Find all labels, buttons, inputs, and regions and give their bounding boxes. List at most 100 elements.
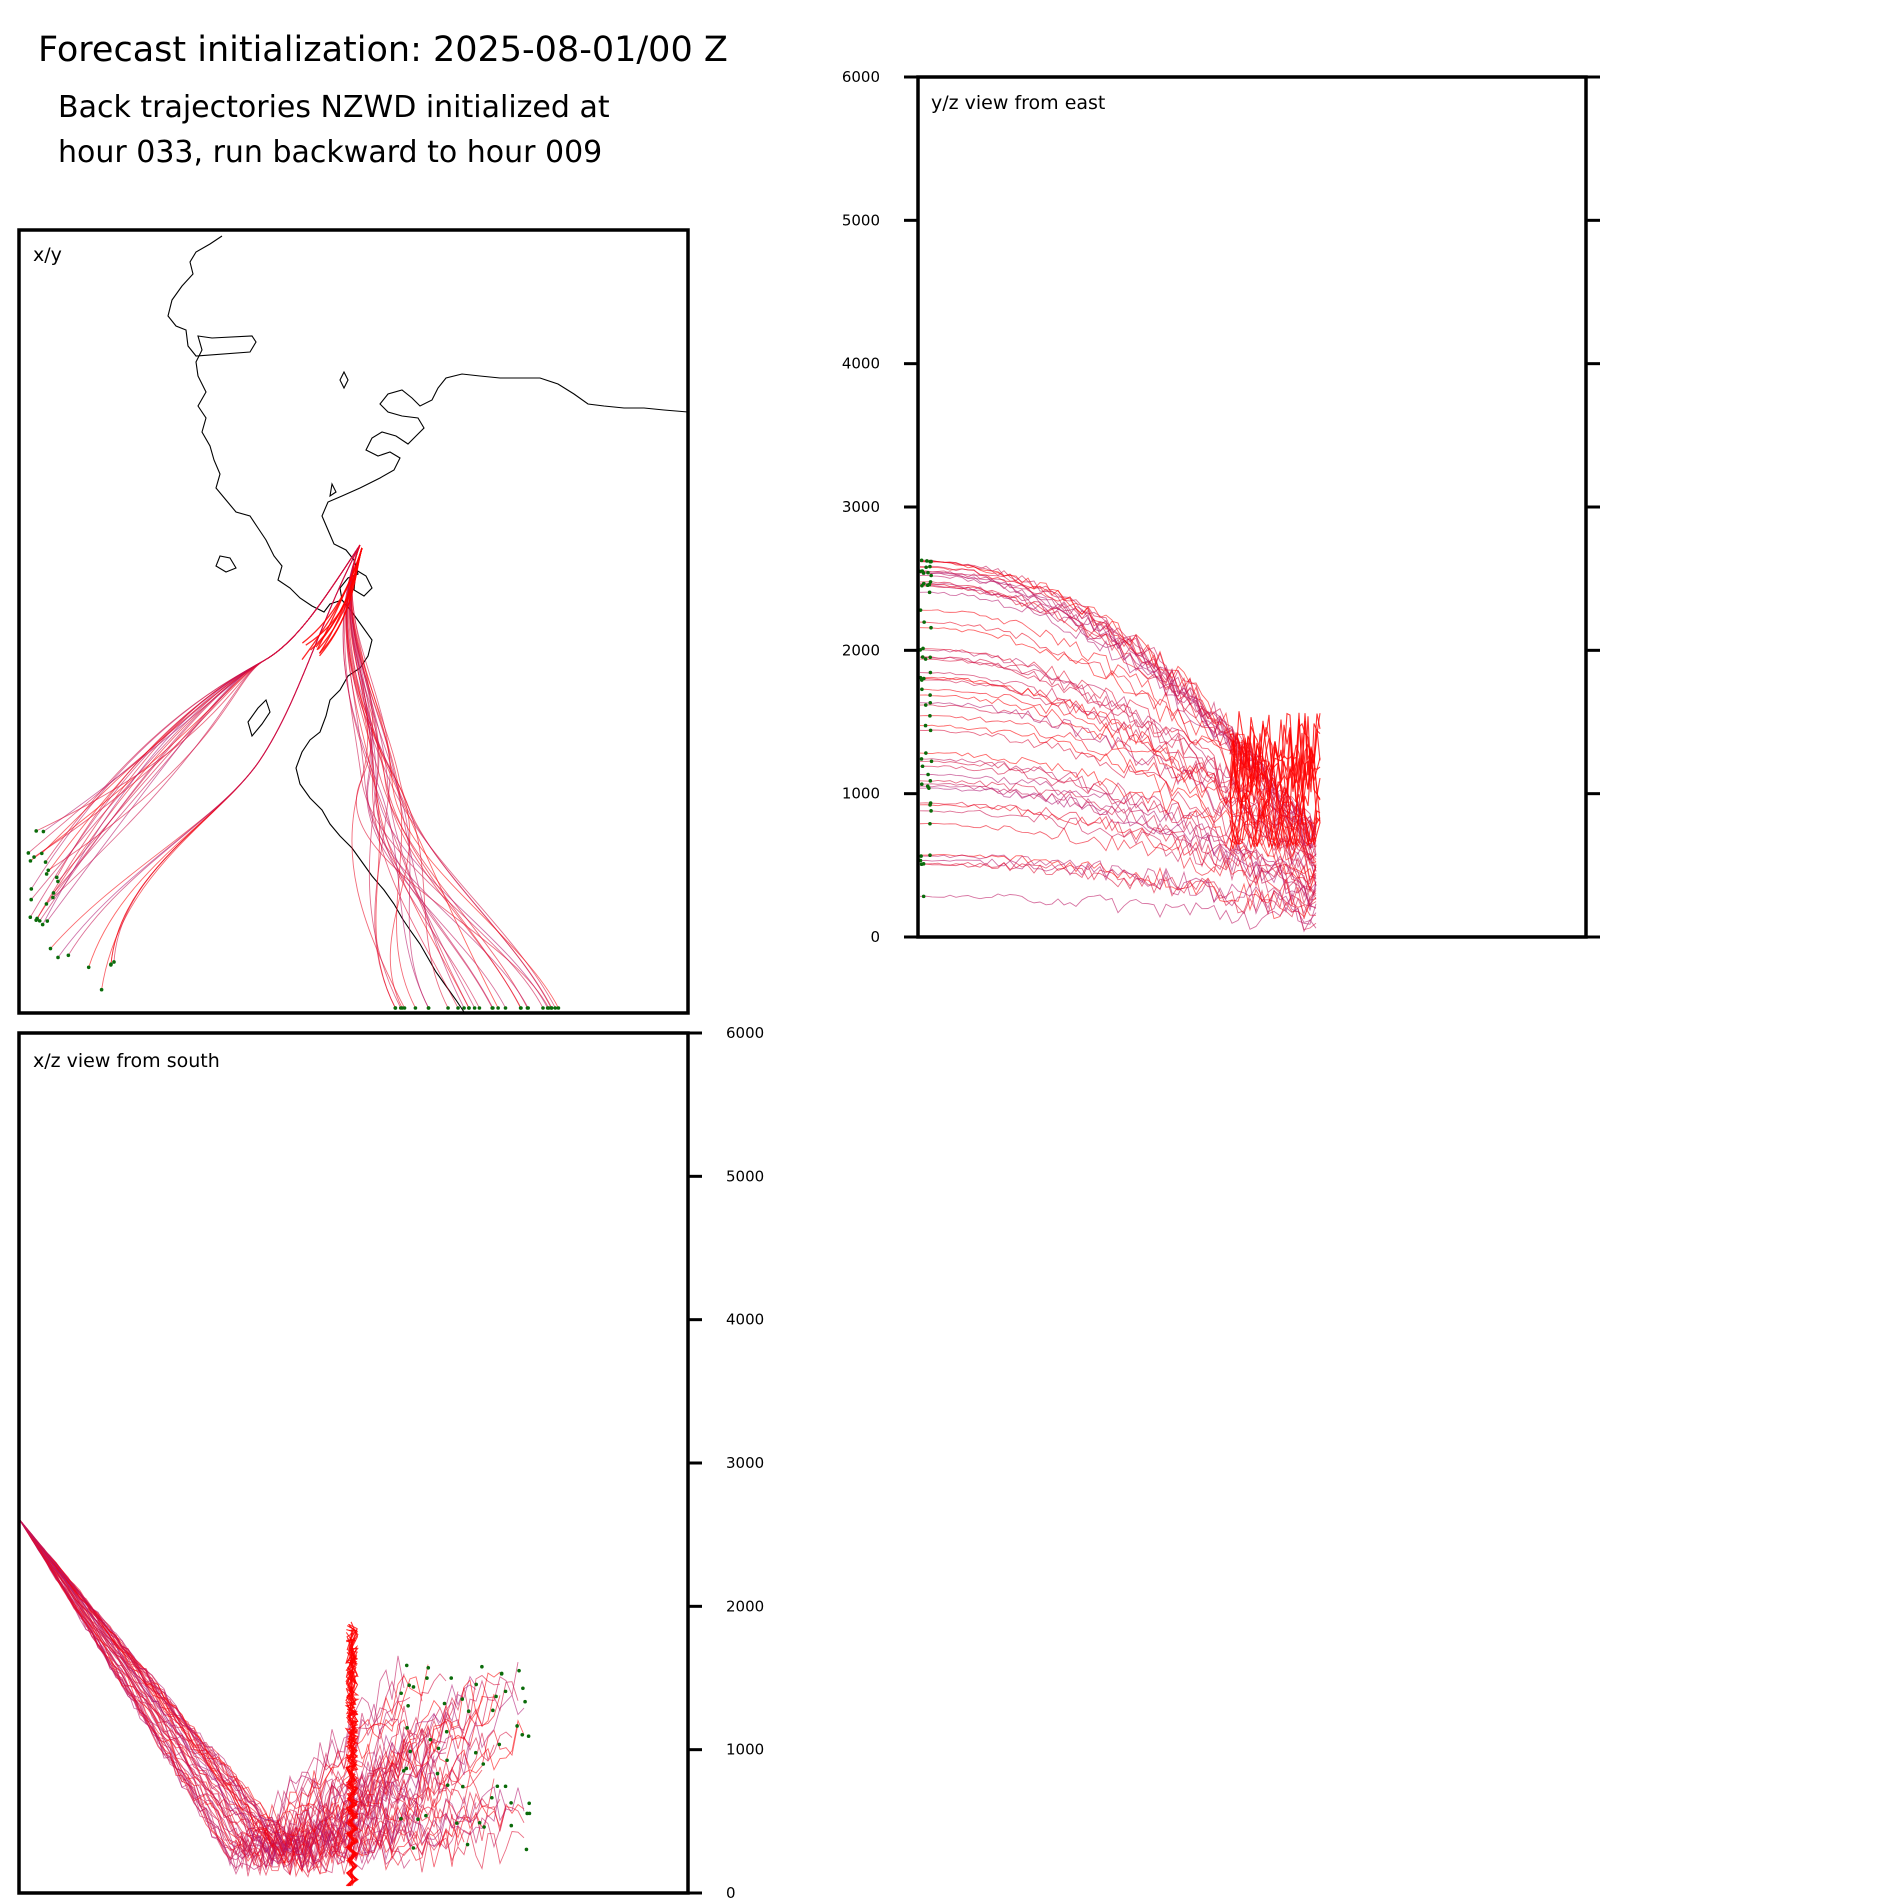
height-tick-label: 6000 <box>726 1024 764 1042</box>
trajectory-line <box>39 544 361 922</box>
yz-trajectories <box>919 559 1321 933</box>
page-title: Forecast initialization: 2025-08-01/00 Z <box>38 30 728 70</box>
start-marker <box>929 573 933 578</box>
trajectory-line-recent <box>1229 720 1321 847</box>
start-marker <box>499 1671 504 1676</box>
trajectory-line <box>919 648 1317 860</box>
start-marker <box>921 646 925 651</box>
trajectory-line <box>919 822 1317 920</box>
start-marker <box>924 751 928 755</box>
height-tick-label: 3000 <box>726 1454 764 1472</box>
trajectory-line <box>919 570 1317 851</box>
start-marker <box>541 1006 545 1010</box>
trajectory-line <box>19 1520 507 1868</box>
trajectory-line-recent <box>1229 716 1321 851</box>
start-marker <box>920 655 925 659</box>
start-marker <box>919 782 924 787</box>
start-marker <box>923 657 928 661</box>
start-marker <box>919 558 924 563</box>
trajectory-line <box>19 1520 525 1870</box>
height-tick-label: 1000 <box>726 1741 764 1759</box>
trajectory-line <box>351 544 550 1009</box>
height-tick-label: 2000 <box>726 1597 764 1615</box>
trajectory-line-recent <box>345 1623 359 1887</box>
trajectory-line <box>88 544 361 968</box>
trajectory-line <box>919 688 1317 884</box>
start-marker <box>39 851 44 856</box>
start-marker <box>426 1006 431 1010</box>
start-marker <box>520 1733 525 1737</box>
start-marker <box>919 854 923 858</box>
start-marker <box>928 655 933 660</box>
start-marker <box>56 955 60 960</box>
start-marker <box>408 1749 413 1754</box>
start-marker <box>398 1006 403 1010</box>
start-marker <box>928 801 933 805</box>
trajectory-line-recent <box>345 1632 359 1887</box>
start-marker <box>927 786 931 790</box>
start-marker <box>921 581 926 586</box>
start-marker <box>527 1801 531 1806</box>
trajectory-line <box>110 544 361 965</box>
start-marker <box>456 1006 460 1010</box>
start-marker <box>503 1006 508 1010</box>
start-marker <box>928 670 933 675</box>
start-marker <box>518 1006 523 1010</box>
trajectory-line <box>919 704 1317 885</box>
trajectory-line <box>349 544 459 1009</box>
trajectory-line <box>346 544 499 1009</box>
start-marker <box>474 1682 479 1687</box>
start-marker <box>473 1750 478 1755</box>
start-marker <box>490 1006 495 1010</box>
start-marker <box>524 1847 529 1852</box>
start-marker <box>26 851 31 855</box>
trajectory-line <box>19 1520 459 1877</box>
start-marker <box>54 875 59 880</box>
start-marker <box>460 1697 465 1701</box>
trajectory-line <box>919 858 1317 924</box>
start-marker <box>48 946 53 951</box>
start-marker <box>477 1820 482 1825</box>
start-marker <box>444 1729 449 1734</box>
start-marker <box>549 1006 554 1010</box>
start-marker <box>523 1699 527 1704</box>
start-marker <box>926 772 930 777</box>
xy-panel: x/y <box>17 228 690 1015</box>
trajectory-line <box>42 544 361 925</box>
coastline-segment <box>247 698 271 738</box>
height-tick-label: 0 <box>870 928 880 946</box>
start-marker <box>462 1006 466 1010</box>
start-marker <box>401 1768 406 1773</box>
trajectory-line <box>30 544 361 862</box>
start-marker <box>399 1816 403 1821</box>
start-marker <box>29 897 33 902</box>
subtitle-line-1: Back trajectories NZWD initialized at <box>58 90 610 125</box>
start-marker <box>51 895 55 900</box>
trajectory-line-recent <box>301 547 363 644</box>
trajectory-line <box>19 1520 471 1863</box>
trajectory-line <box>347 544 429 1009</box>
start-marker <box>411 1685 416 1689</box>
trajectory-line <box>19 1520 513 1863</box>
start-marker <box>481 1762 486 1766</box>
coastline-segment <box>339 370 349 390</box>
trajectory-line <box>919 621 1317 861</box>
start-marker <box>926 570 930 575</box>
trajectory-line <box>349 544 552 1009</box>
start-marker <box>56 879 60 884</box>
start-marker <box>496 1006 500 1010</box>
trajectory-line <box>344 544 544 1009</box>
trajectory-line <box>19 1520 411 1870</box>
start-marker <box>40 922 45 927</box>
start-marker <box>32 855 36 859</box>
start-marker <box>491 1708 495 1713</box>
xz-trajectories <box>19 1520 525 1887</box>
start-marker <box>467 1006 471 1010</box>
height-tick-label: 5000 <box>842 211 880 229</box>
trajectory-line <box>919 783 1317 902</box>
trajectory-line <box>101 544 361 990</box>
start-marker <box>461 1784 465 1789</box>
trajectory-line <box>36 544 361 832</box>
start-marker <box>515 1724 519 1728</box>
start-marker <box>521 1686 525 1691</box>
